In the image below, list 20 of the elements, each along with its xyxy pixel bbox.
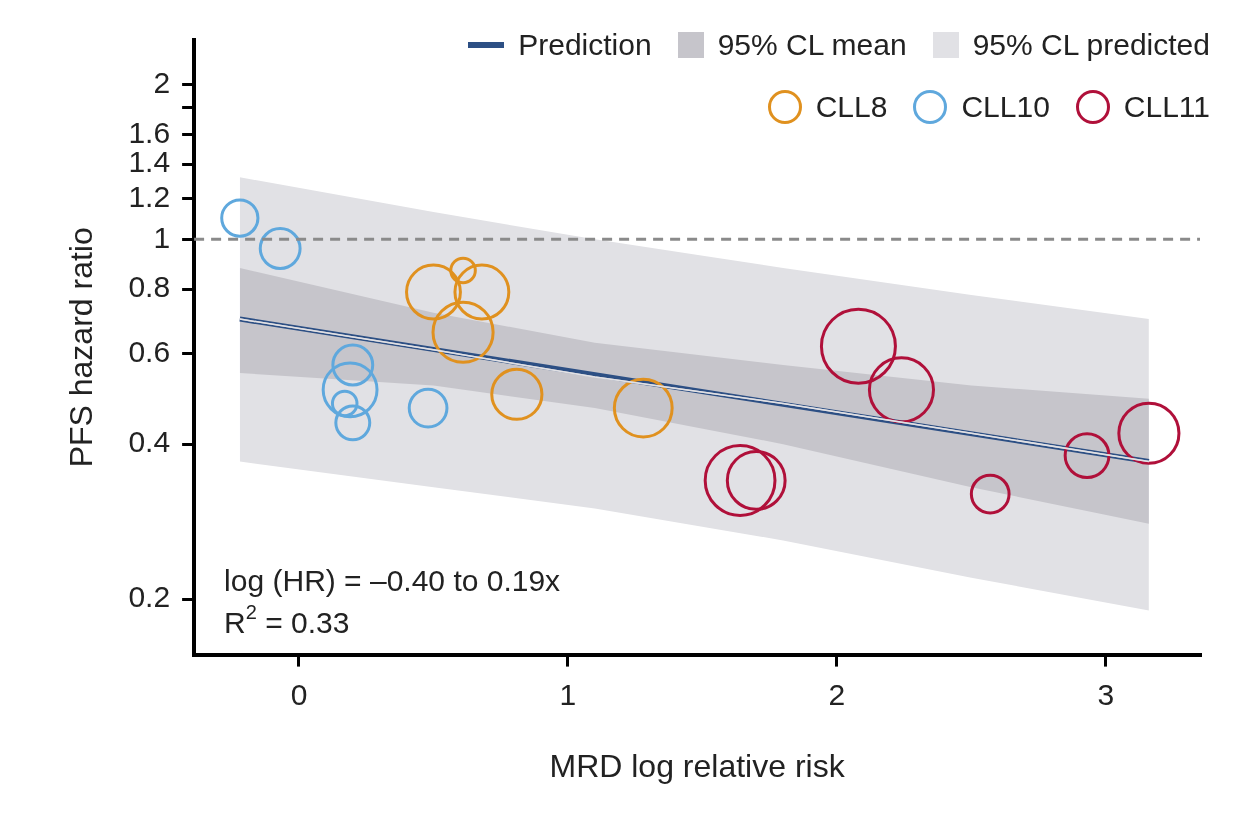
y-tick-label: 0.8 bbox=[128, 270, 171, 304]
y-tick-label: 2 bbox=[153, 65, 171, 99]
x-tick-label: 3 bbox=[1097, 677, 1115, 711]
x-tick-label: 2 bbox=[828, 677, 846, 711]
y-tick-label: 0.4 bbox=[128, 425, 171, 459]
y-tick-label: 1.2 bbox=[128, 179, 171, 213]
annotation: log (HR) = –0.40 to 0.19x bbox=[224, 563, 561, 597]
legend-label: CLL11 bbox=[1123, 90, 1210, 124]
x-tick-label: 0 bbox=[290, 677, 308, 711]
legend-label: CLL10 bbox=[961, 90, 1050, 124]
y-tick-label: 1 bbox=[153, 220, 171, 254]
y-tick-label: 0.2 bbox=[128, 580, 171, 614]
legend-label: CLL8 bbox=[815, 90, 888, 124]
legend-label: 95% CL predicted bbox=[972, 28, 1210, 62]
legend-label: Prediction bbox=[518, 28, 652, 62]
x-axis-title: MRD log relative risk bbox=[549, 747, 846, 784]
y-tick-label: 0.6 bbox=[128, 334, 171, 368]
x-tick-label: 1 bbox=[559, 677, 577, 711]
y-axis-title: PFS hazard ratio bbox=[63, 227, 100, 468]
legend-label: 95% CL mean bbox=[717, 28, 907, 62]
